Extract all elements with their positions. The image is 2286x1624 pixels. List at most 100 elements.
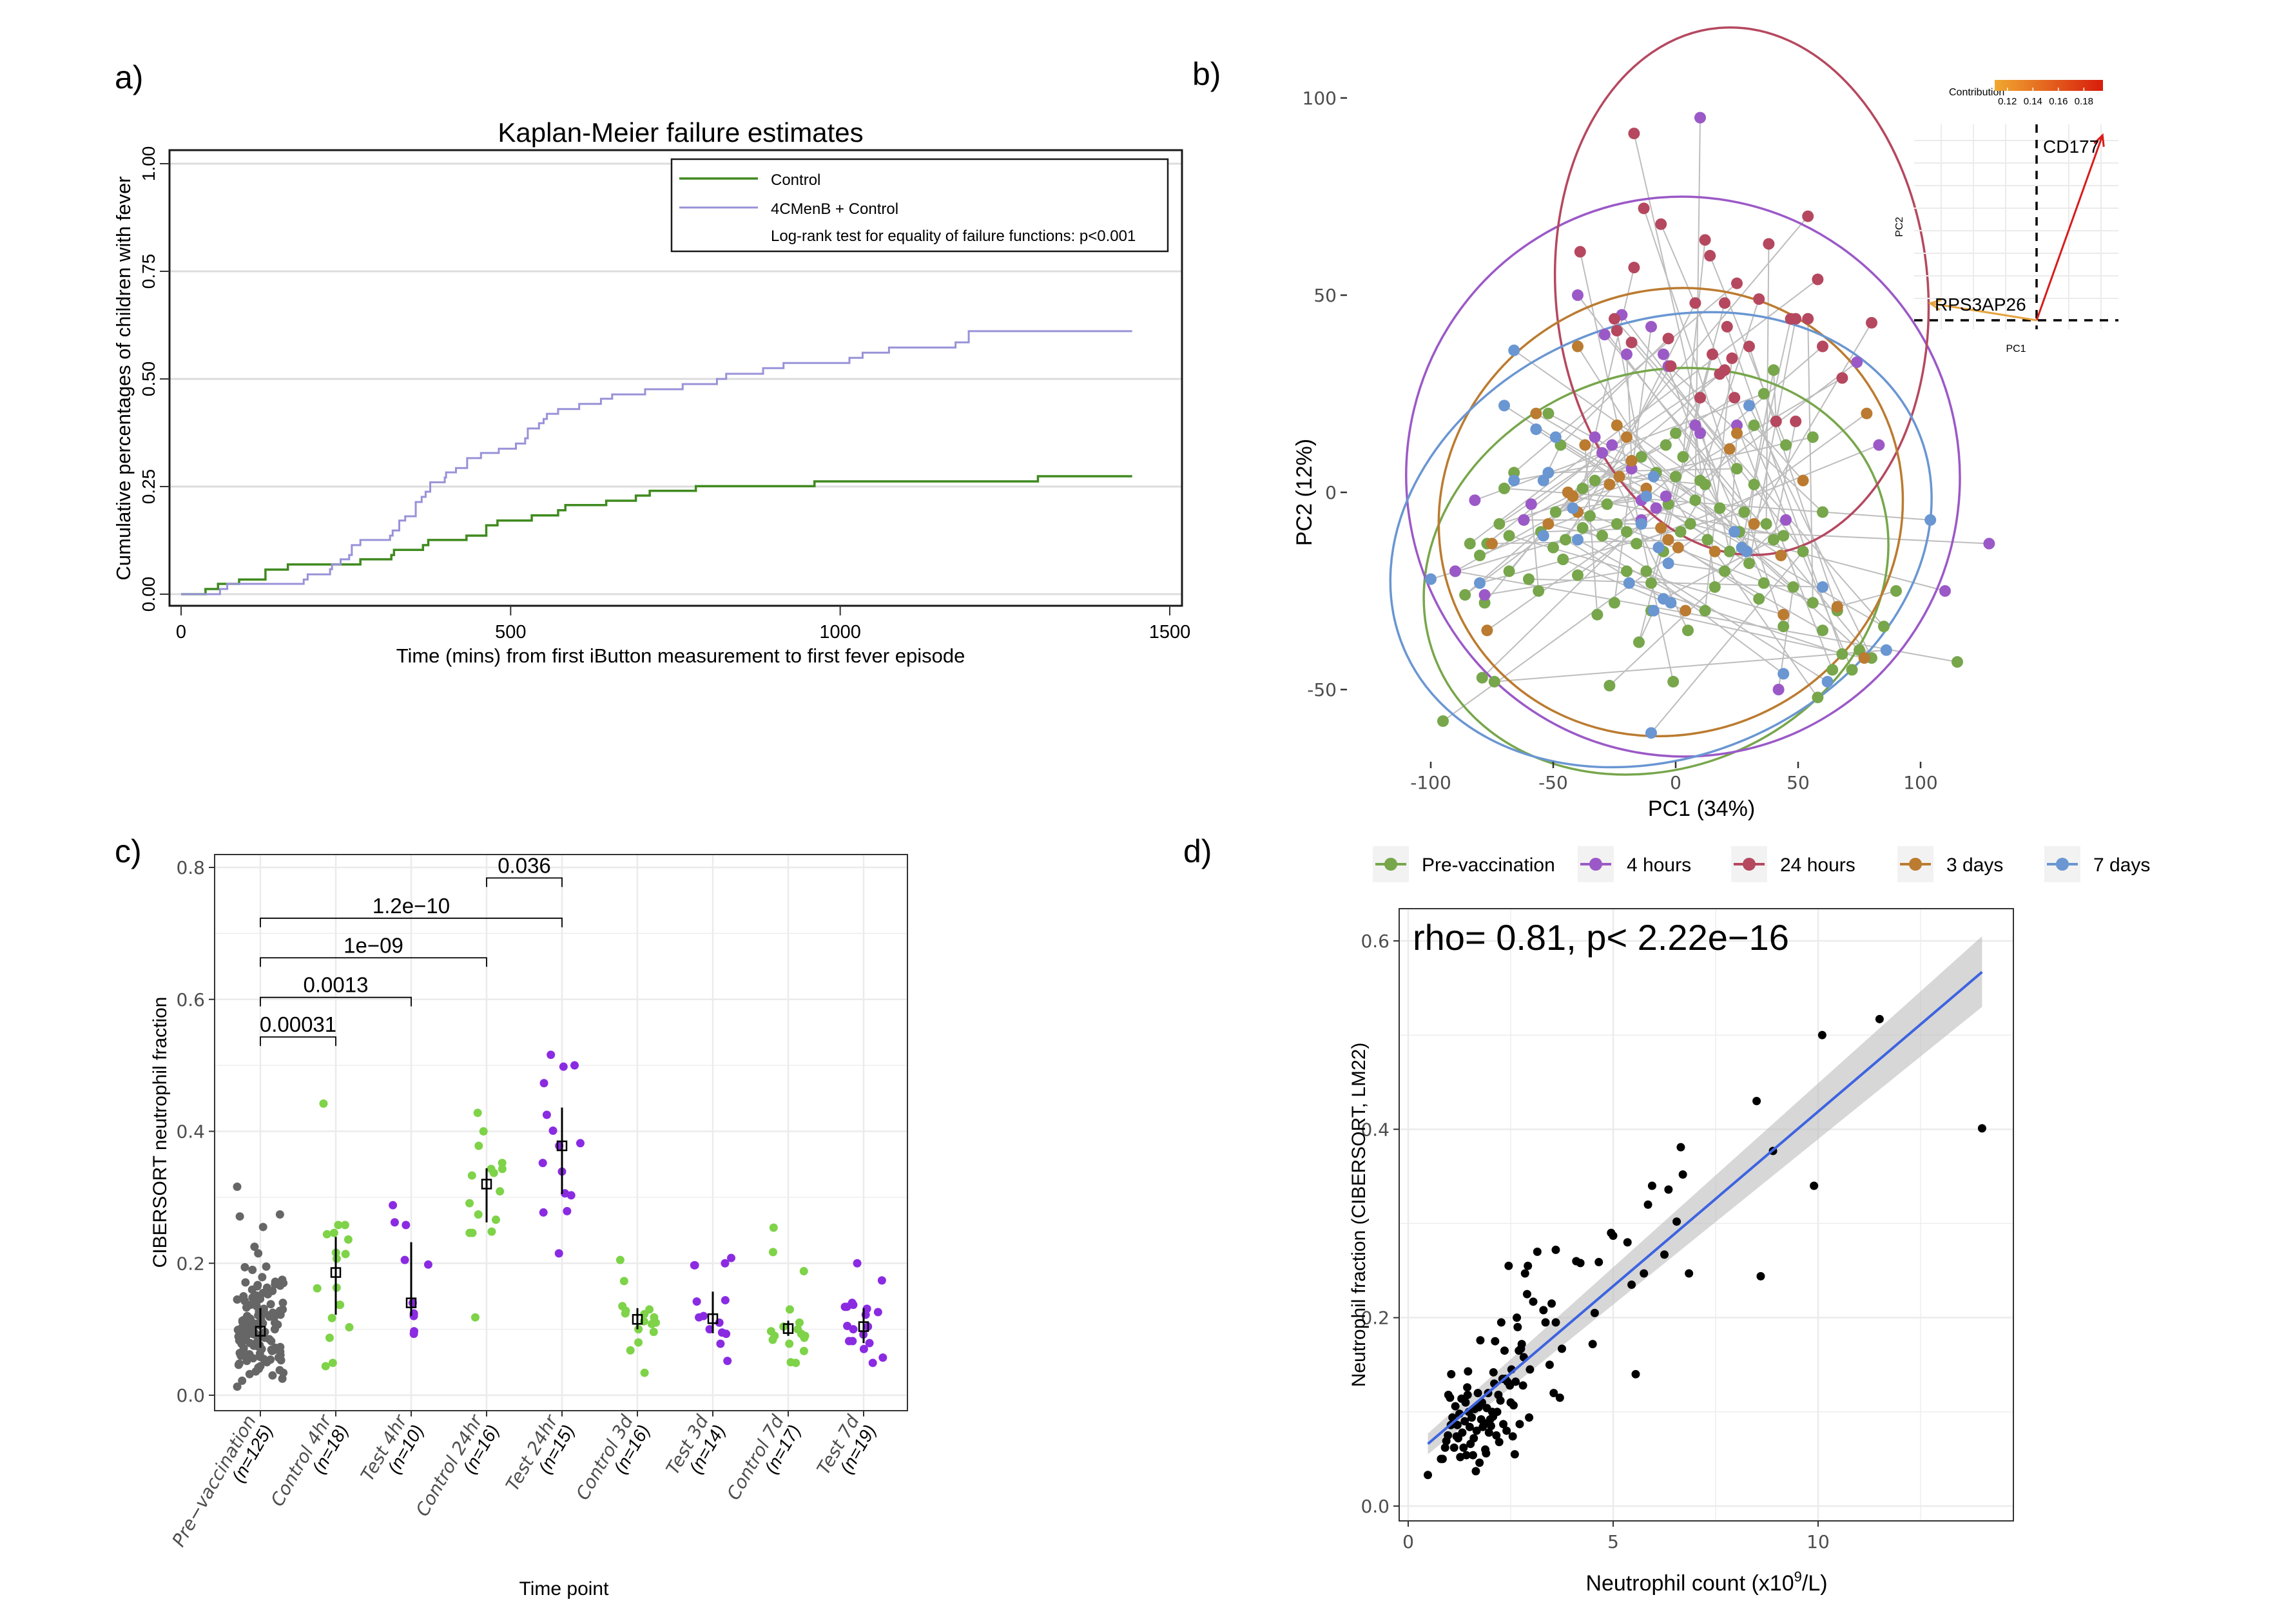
km-curve-4cmenb — [181, 330, 1132, 595]
pca-point — [1584, 510, 1596, 522]
c-point — [649, 1328, 658, 1337]
c-bracket-label: 0.036 — [498, 853, 551, 877]
pca-point — [1498, 400, 1510, 412]
pca-point — [1729, 526, 1741, 538]
pca-point — [1606, 439, 1618, 451]
pca-point — [1777, 621, 1790, 633]
c-point — [496, 1187, 505, 1196]
d-point — [1576, 1259, 1585, 1268]
pca-point — [1631, 537, 1643, 550]
d-point — [1465, 1422, 1474, 1431]
pca-point — [1797, 545, 1809, 557]
pca-point — [1464, 537, 1476, 550]
c-point — [547, 1050, 556, 1059]
d-point — [1756, 1271, 1765, 1281]
pca-point — [1807, 431, 1819, 443]
c-median-marker — [707, 1313, 719, 1324]
pca-point — [1621, 565, 1632, 577]
d-point — [1631, 1369, 1640, 1378]
pca-pair-line — [1741, 370, 1774, 548]
pca-point — [1846, 664, 1858, 676]
c-y-axis-title: CIBERSORT neutrophil fraction — [150, 997, 171, 1268]
pca-legend-key-point — [1589, 858, 1602, 871]
c-point — [233, 1182, 242, 1191]
pca-legend-label: 24 hours — [1780, 855, 1855, 876]
c-point — [640, 1368, 649, 1377]
pca-point — [1802, 313, 1814, 325]
panel-label-c: c) — [115, 833, 142, 869]
pca-point — [1866, 316, 1877, 329]
pca-point — [1576, 522, 1589, 534]
d-point — [1467, 1413, 1477, 1422]
pca-pair-line — [1753, 318, 1792, 485]
pca-pair-line — [1773, 370, 1777, 421]
pca-point — [1785, 313, 1797, 325]
pca-pair-line — [1479, 511, 1745, 584]
pca-pair-line — [1773, 421, 1797, 540]
c-point — [470, 1313, 479, 1322]
km-x-tick-label: 0 — [176, 622, 186, 643]
km-curves — [181, 330, 1132, 595]
d-point — [1526, 1365, 1535, 1374]
contribution-colorbar — [1995, 80, 2103, 91]
d-point — [1438, 1455, 1447, 1464]
pca-point — [1689, 297, 1701, 309]
d-point — [1453, 1420, 1462, 1429]
pca-point — [1542, 517, 1555, 530]
pca-point — [1533, 585, 1545, 597]
d-point — [1676, 1143, 1685, 1152]
c-median-marker — [858, 1321, 869, 1332]
c-bracket-label: 1e−09 — [344, 933, 403, 957]
pca-point — [1503, 565, 1515, 577]
pca-point — [1547, 541, 1559, 554]
km-legend-logrank-note: Log-rank test for equality of failure fu… — [771, 227, 1136, 245]
pca-point — [1603, 478, 1616, 490]
pca-ellipse — [1422, 367, 1890, 776]
d-point — [1810, 1181, 1819, 1190]
c-point — [465, 1228, 474, 1237]
contribution-colorbar-ticks: 0.12 0.14 0.16 0.18 — [1998, 88, 2093, 107]
km-curve-control — [181, 475, 1132, 595]
pca-point — [1486, 537, 1498, 550]
c-x-axis-title: Time point — [519, 1578, 610, 1600]
c-point — [723, 1357, 732, 1366]
c-point — [853, 1259, 862, 1268]
c-point — [321, 1362, 330, 1371]
inset-arrowhead — [2093, 133, 2105, 147]
pca-legend: Pre-vaccination 4 hours 24 hours 3 days 7 da… — [1373, 846, 2150, 882]
d-point — [1520, 1269, 1529, 1278]
pca-pair-line — [1656, 472, 1781, 556]
d-point — [1473, 1389, 1482, 1398]
pca-pair-line — [1645, 570, 1784, 675]
pca-pair-line — [1807, 318, 1814, 603]
pca-pair-line — [1663, 539, 1774, 600]
c-y-tick-label: 0.4 — [176, 1121, 205, 1143]
d-point — [1643, 1200, 1652, 1209]
c-point — [848, 1337, 857, 1346]
pca-pair-line — [1535, 412, 1740, 533]
pca-point — [1567, 490, 1579, 503]
km-y-tick-label: 0.00 — [139, 577, 159, 612]
c-point — [235, 1212, 244, 1221]
d-point — [1464, 1367, 1473, 1376]
d-point — [1549, 1389, 1558, 1398]
c-median-marker — [481, 1179, 492, 1190]
pca-point — [1589, 474, 1601, 487]
pca-ellipse — [1405, 195, 1961, 758]
pca-point — [1523, 573, 1535, 585]
c-point — [241, 1278, 250, 1287]
c-point — [647, 1319, 656, 1328]
neutrophil-panel: 0.0 0.2 0.4 0.6 0 5 10 rho= 0.81, p< 2.22e−16… — [1348, 908, 2014, 1596]
pca-point — [1723, 545, 1736, 557]
c-point — [570, 1061, 579, 1070]
c-point — [726, 1253, 735, 1262]
pca-point — [1817, 506, 1828, 518]
c-point — [563, 1206, 572, 1215]
c-point — [690, 1261, 699, 1270]
c-point — [554, 1249, 563, 1258]
d-y-tick-label: 0.6 — [1361, 931, 1390, 952]
d-point — [1468, 1451, 1477, 1460]
pca-point — [1640, 490, 1652, 503]
pca-pair-line — [1682, 240, 1706, 458]
